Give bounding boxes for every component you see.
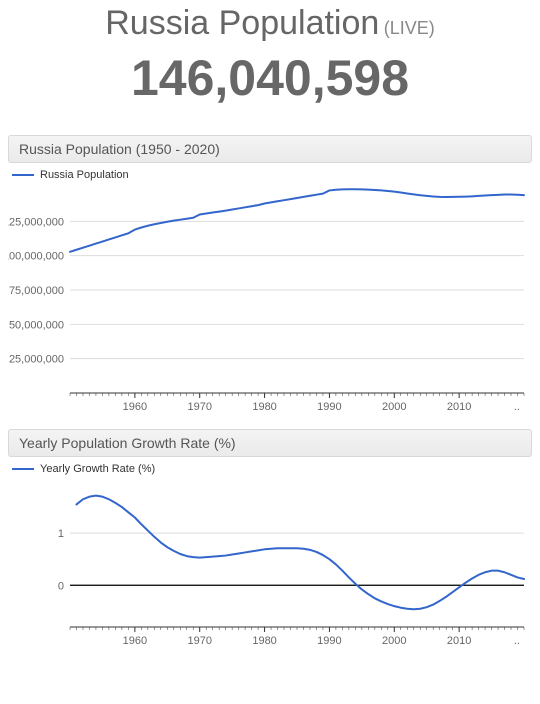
population-legend-swatch	[12, 174, 34, 176]
population-chart-block: Russia Population (1950 - 2020) Russia P…	[8, 135, 532, 421]
svg-text:1: 1	[58, 528, 64, 540]
svg-text:25,000,000: 25,000,000	[9, 354, 64, 366]
svg-text:..: ..	[514, 635, 520, 647]
growth-chart-title: Yearly Population Growth Rate (%)	[8, 429, 532, 457]
svg-text:0: 0	[58, 580, 64, 592]
population-legend-label: Russia Population	[40, 169, 129, 181]
svg-text:1970: 1970	[187, 401, 211, 413]
svg-text:1990: 1990	[317, 401, 341, 413]
population-chart-legend: Russia Population	[8, 163, 532, 181]
svg-text:2000: 2000	[382, 635, 406, 647]
growth-legend-label: Yearly Growth Rate (%)	[40, 463, 155, 475]
page-title: Russia Population (LIVE)	[8, 4, 532, 43]
header-block: Russia Population (LIVE) 146,040,598	[8, 0, 532, 107]
title-suffix: (LIVE)	[384, 18, 435, 38]
growth-chart: 0 1 1960 1970 1980 1990 2000 2010..	[8, 475, 528, 655]
svg-text:100,000,000: 100,000,000	[8, 251, 64, 263]
svg-text:1980: 1980	[252, 635, 276, 647]
svg-text:1980: 1980	[252, 401, 276, 413]
population-chart: 25,000,000 50,000,000 75,000,000 100,000,00…	[8, 181, 528, 421]
population-chart-title: Russia Population (1950 - 2020)	[8, 135, 532, 163]
population-counter: 146,040,598	[8, 49, 532, 107]
svg-text:2010: 2010	[447, 635, 471, 647]
svg-text:1970: 1970	[187, 635, 211, 647]
svg-text:125,000,000: 125,000,000	[8, 216, 64, 228]
growth-chart-legend: Yearly Growth Rate (%)	[8, 457, 532, 475]
title-main: Russia Population	[105, 4, 379, 42]
growth-legend-swatch	[12, 468, 34, 470]
svg-text:2000: 2000	[382, 401, 406, 413]
svg-text:1990: 1990	[317, 635, 341, 647]
svg-text:75,000,000: 75,000,000	[9, 285, 64, 297]
svg-text:1960: 1960	[123, 401, 147, 413]
svg-text:..: ..	[514, 401, 520, 413]
svg-text:1960: 1960	[123, 635, 147, 647]
svg-text:2010: 2010	[447, 401, 471, 413]
growth-chart-block: Yearly Population Growth Rate (%) Yearly…	[8, 429, 532, 655]
svg-text:50,000,000: 50,000,000	[9, 319, 64, 331]
